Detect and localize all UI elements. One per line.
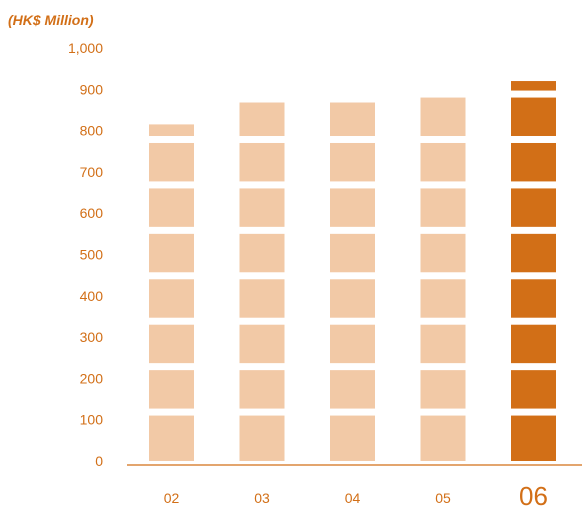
bar-segment (330, 279, 375, 318)
bar-segment (420, 233, 466, 273)
y-tick-label: 800 (80, 123, 104, 139)
bar-segment (420, 97, 466, 136)
bar-05 (420, 97, 466, 461)
bar-segment (330, 142, 375, 182)
bar-segment (330, 102, 375, 136)
bar-segment (149, 279, 194, 318)
bar-segment (511, 415, 556, 461)
y-tick-label: 700 (80, 164, 104, 180)
y-tick-label: 1,000 (68, 40, 103, 56)
bar-segment (330, 370, 375, 409)
bar-segment (149, 370, 194, 409)
bar-segment (420, 415, 466, 461)
bar-03 (239, 102, 285, 461)
bar-segment (149, 415, 194, 461)
y-tick-label: 400 (80, 288, 104, 304)
bar-segment (330, 415, 375, 461)
bar-segment (239, 188, 285, 227)
bar-segment (511, 81, 556, 91)
bar-segment (149, 233, 194, 273)
y-axis-ticks: 0 100 200 300 400 500 600 700 800 900 1,000 (68, 40, 103, 469)
bar-segment (239, 279, 285, 318)
bar-segment (420, 279, 466, 318)
bar-segment (511, 233, 556, 273)
y-tick-label: 900 (80, 81, 104, 97)
bar-segment (511, 279, 556, 318)
bar-segment (330, 324, 375, 364)
y-tick-label: 0 (95, 453, 103, 469)
bar-segment (330, 188, 375, 227)
y-tick-label: 600 (80, 205, 104, 221)
bar-segment (511, 324, 556, 364)
bars (149, 81, 556, 461)
x-category-label: 06 (519, 481, 548, 509)
bar-segment (511, 370, 556, 409)
bar-segment (511, 188, 556, 227)
bar-segment (239, 102, 285, 136)
bar-segment (420, 142, 466, 182)
bar-segment (420, 188, 466, 227)
bar-04 (330, 102, 375, 461)
y-tick-label: 500 (80, 247, 104, 263)
bar-segment (149, 142, 194, 182)
bar-segment (420, 324, 466, 364)
bar-02 (149, 124, 194, 461)
bar-segment (239, 370, 285, 409)
bar-segment (149, 124, 194, 136)
y-tick-label: 100 (80, 412, 104, 428)
bar-segment (239, 324, 285, 364)
y-tick-label: 200 (80, 370, 104, 386)
x-category-label: 03 (254, 490, 270, 506)
bar-segment (420, 370, 466, 409)
y-tick-label: 300 (80, 329, 104, 345)
x-category-label: 05 (435, 490, 451, 506)
x-category-label: 02 (164, 490, 180, 506)
bar-segment (239, 142, 285, 182)
x-category-label: 04 (345, 490, 361, 506)
bar-segment (239, 233, 285, 273)
bar-segment (239, 415, 285, 461)
x-axis-labels: 02 03 04 05 06 (164, 481, 548, 509)
bar-segment (149, 324, 194, 364)
unit-label: (HK$ Million) (8, 12, 94, 28)
bar-segment (511, 142, 556, 182)
bar-06 (511, 81, 556, 461)
bar-segment (149, 188, 194, 227)
bar-segment (511, 97, 556, 136)
bar-segment (330, 233, 375, 273)
